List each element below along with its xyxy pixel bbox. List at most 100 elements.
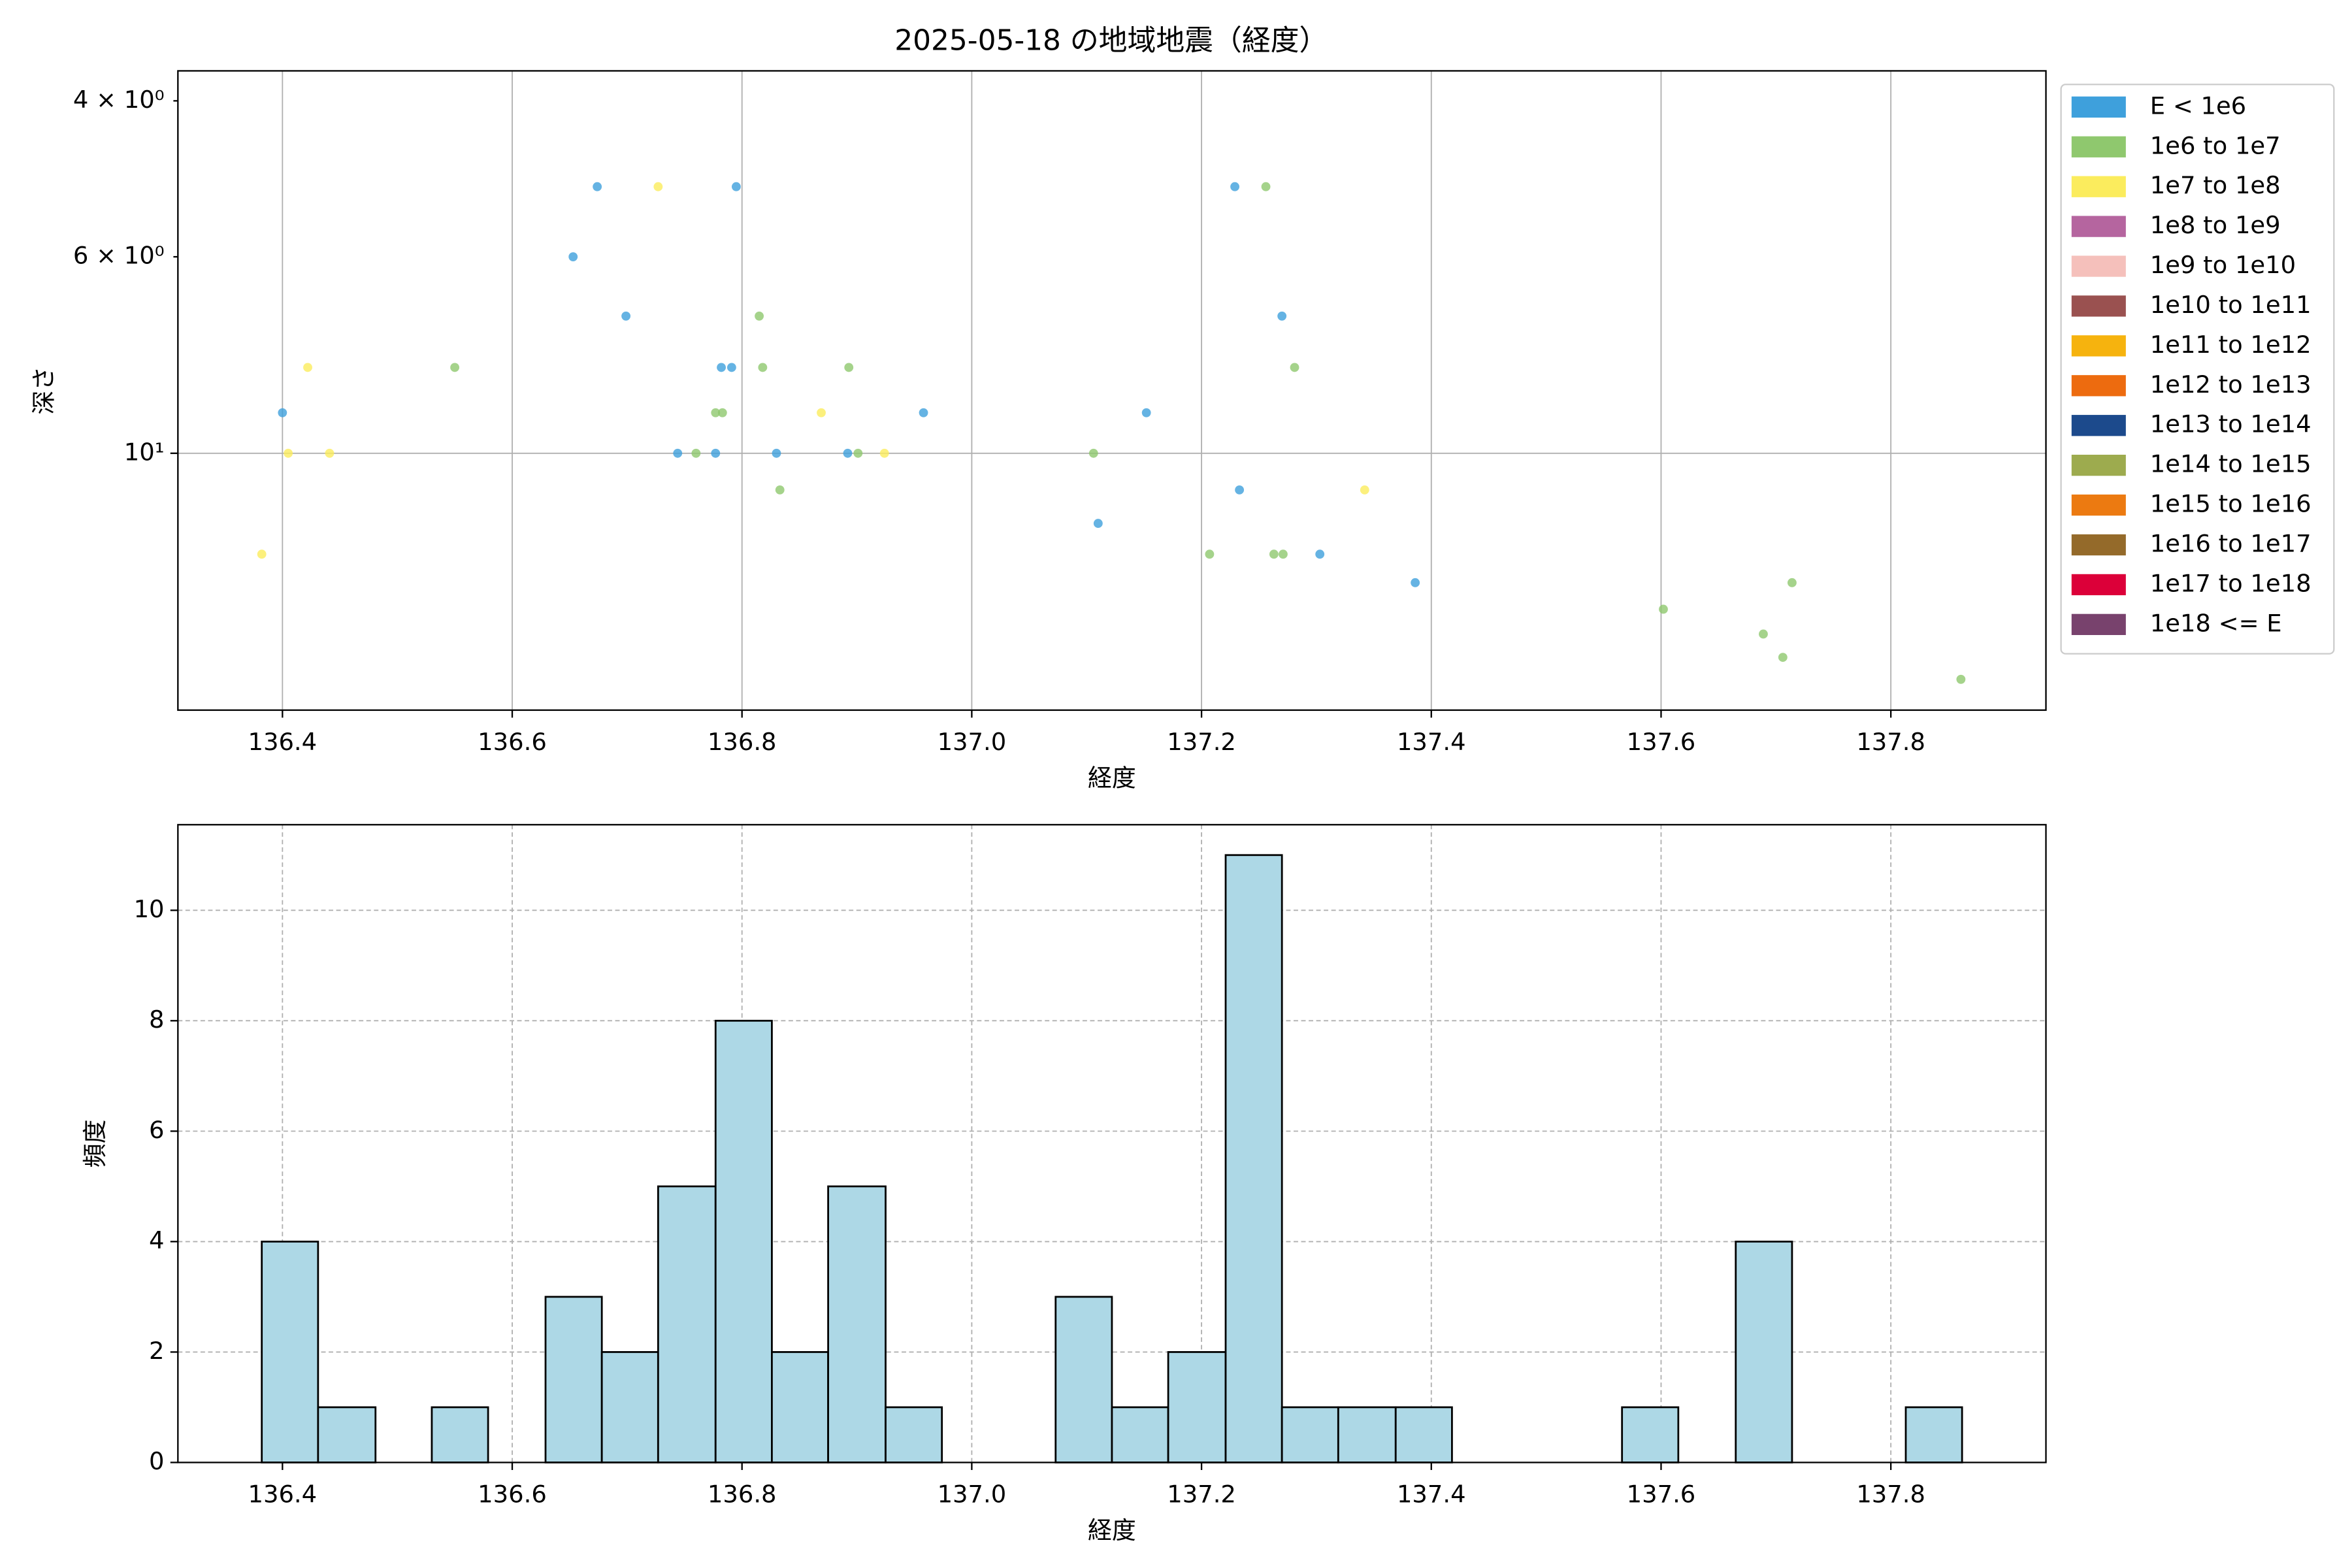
- legend-label: 1e12 to 1e13: [2150, 370, 2311, 399]
- point: [278, 408, 287, 417]
- x-tick-label: 137.6: [1627, 1480, 1696, 1509]
- legend-swatch: [2071, 494, 2126, 516]
- point: [919, 408, 928, 417]
- legend-swatch: [2071, 455, 2126, 476]
- point: [844, 363, 854, 372]
- bar: [1621, 1406, 1680, 1463]
- legend-box: [2060, 84, 2335, 655]
- legend-label: 1e15 to 1e16: [2150, 490, 2311, 518]
- point: [711, 448, 721, 458]
- legend-label: 1e14 to 1e15: [2150, 450, 2311, 478]
- point: [755, 311, 764, 321]
- point: [717, 363, 726, 372]
- x-tick-label: 136.4: [248, 728, 317, 756]
- x-tick-label: 136.6: [478, 728, 547, 756]
- y-tick-label: 4 × 10⁰: [73, 86, 165, 114]
- bar: [544, 1296, 603, 1463]
- bar: [1904, 1406, 1963, 1463]
- point: [621, 311, 631, 321]
- point: [1261, 182, 1271, 191]
- legend-swatch: [2071, 613, 2126, 635]
- point: [691, 448, 701, 458]
- x-tick-label: 137.0: [938, 728, 1007, 756]
- point: [1279, 549, 1288, 559]
- point: [450, 363, 460, 372]
- point: [1088, 448, 1098, 458]
- legend-label: 1e16 to 1e17: [2150, 530, 2311, 558]
- point: [1759, 629, 1768, 639]
- bar: [885, 1406, 943, 1463]
- point: [257, 549, 267, 559]
- point: [879, 448, 889, 458]
- legend-swatch: [2071, 415, 2126, 436]
- x-tick-label: 136.6: [478, 1480, 547, 1509]
- y-tick-label: 2: [149, 1337, 164, 1365]
- x-axis-label: 経度: [1088, 1516, 1136, 1544]
- point: [843, 448, 853, 458]
- bar: [317, 1406, 377, 1463]
- point: [1956, 674, 1966, 684]
- y-tick-label: 6: [149, 1116, 164, 1144]
- x-axis-label: 経度: [1088, 764, 1136, 792]
- point: [284, 448, 293, 458]
- bar: [1337, 1406, 1397, 1463]
- legend-swatch: [2071, 534, 2126, 556]
- y-tick-label: 10¹: [124, 438, 165, 466]
- point: [1787, 578, 1797, 587]
- legend-swatch: [2071, 375, 2126, 397]
- point: [303, 363, 312, 372]
- point: [1315, 549, 1325, 559]
- x-tick-label: 136.4: [248, 1480, 317, 1509]
- x-tick-label: 137.2: [1167, 728, 1236, 756]
- legend-swatch: [2071, 216, 2126, 237]
- bar: [261, 1241, 319, 1463]
- y-tick-label: 0: [149, 1447, 164, 1475]
- legend-swatch: [2071, 335, 2126, 357]
- y-tick-label: 10: [134, 895, 165, 923]
- point: [853, 448, 863, 458]
- x-tick-label: 137.4: [1397, 1480, 1466, 1509]
- point: [1277, 311, 1287, 321]
- point: [772, 448, 781, 458]
- y-axis-label: 頻度: [81, 1119, 109, 1168]
- point: [1290, 363, 1299, 372]
- point: [775, 485, 785, 495]
- legend-swatch: [2071, 295, 2126, 317]
- point: [1141, 408, 1151, 417]
- y-axis-label: 深さ: [30, 367, 58, 415]
- x-tick-label: 137.0: [938, 1480, 1007, 1509]
- plot-frame: [177, 824, 2047, 1463]
- bar: [1281, 1406, 1339, 1463]
- bar: [600, 1351, 659, 1463]
- point: [1235, 485, 1245, 495]
- point: [1411, 578, 1420, 587]
- y-tick-label: 4: [149, 1226, 164, 1254]
- point: [731, 182, 741, 191]
- bar: [431, 1406, 489, 1463]
- point: [568, 252, 578, 261]
- legend-swatch: [2071, 255, 2126, 277]
- x-tick-label: 136.8: [708, 1480, 777, 1509]
- x-tick-label: 137.6: [1627, 728, 1696, 756]
- point: [727, 363, 736, 372]
- legend-swatch: [2071, 574, 2126, 596]
- point: [1205, 549, 1215, 559]
- bar: [771, 1351, 829, 1463]
- chart-title: 2025-05-18 の地域地震（経度）: [894, 24, 1328, 57]
- legend-swatch: [2071, 136, 2126, 157]
- legend-swatch: [2071, 176, 2126, 197]
- point: [673, 448, 683, 458]
- point: [1659, 604, 1668, 614]
- y-tick-label: 6 × 10⁰: [73, 242, 165, 270]
- legend-label: 1e8 to 1e9: [2150, 211, 2281, 239]
- legend-label: E < 1e6: [2150, 91, 2246, 120]
- point: [758, 363, 768, 372]
- plot-frame: [177, 70, 2047, 711]
- point: [717, 408, 727, 417]
- bar: [714, 1019, 773, 1463]
- x-tick-label: 137.4: [1397, 728, 1466, 756]
- bar: [827, 1185, 887, 1463]
- point: [817, 408, 826, 417]
